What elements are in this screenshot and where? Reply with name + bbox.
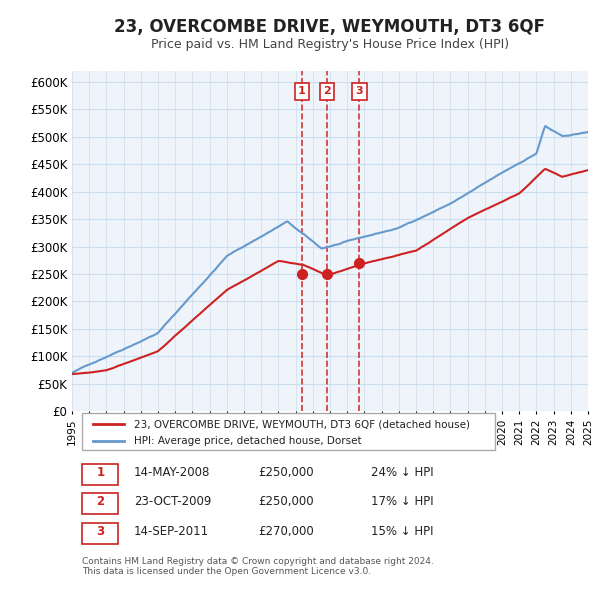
Text: 1: 1	[298, 86, 306, 96]
Text: 3: 3	[356, 86, 363, 96]
FancyBboxPatch shape	[82, 414, 495, 450]
Text: 24% ↓ HPI: 24% ↓ HPI	[371, 466, 434, 478]
Text: 14-SEP-2011: 14-SEP-2011	[134, 525, 209, 538]
Text: 23, OVERCOMBE DRIVE, WEYMOUTH, DT3 6QF: 23, OVERCOMBE DRIVE, WEYMOUTH, DT3 6QF	[115, 18, 545, 35]
FancyBboxPatch shape	[82, 523, 118, 544]
Text: £270,000: £270,000	[258, 525, 314, 538]
Text: £250,000: £250,000	[258, 466, 313, 478]
Text: 15% ↓ HPI: 15% ↓ HPI	[371, 525, 434, 538]
Text: Price paid vs. HM Land Registry's House Price Index (HPI): Price paid vs. HM Land Registry's House …	[151, 38, 509, 51]
Text: 17% ↓ HPI: 17% ↓ HPI	[371, 495, 434, 508]
Text: £250,000: £250,000	[258, 495, 313, 508]
Text: 3: 3	[97, 525, 104, 538]
Text: Contains HM Land Registry data © Crown copyright and database right 2024.
This d: Contains HM Land Registry data © Crown c…	[82, 557, 434, 576]
Text: 23-OCT-2009: 23-OCT-2009	[134, 495, 211, 508]
FancyBboxPatch shape	[82, 464, 118, 484]
Text: 14-MAY-2008: 14-MAY-2008	[134, 466, 210, 478]
Text: 2: 2	[97, 495, 104, 508]
Text: HPI: Average price, detached house, Dorset: HPI: Average price, detached house, Dors…	[134, 436, 362, 446]
FancyBboxPatch shape	[82, 493, 118, 514]
Text: 1: 1	[97, 466, 104, 478]
Text: 23, OVERCOMBE DRIVE, WEYMOUTH, DT3 6QF (detached house): 23, OVERCOMBE DRIVE, WEYMOUTH, DT3 6QF (…	[134, 419, 470, 430]
Text: 2: 2	[323, 86, 331, 96]
